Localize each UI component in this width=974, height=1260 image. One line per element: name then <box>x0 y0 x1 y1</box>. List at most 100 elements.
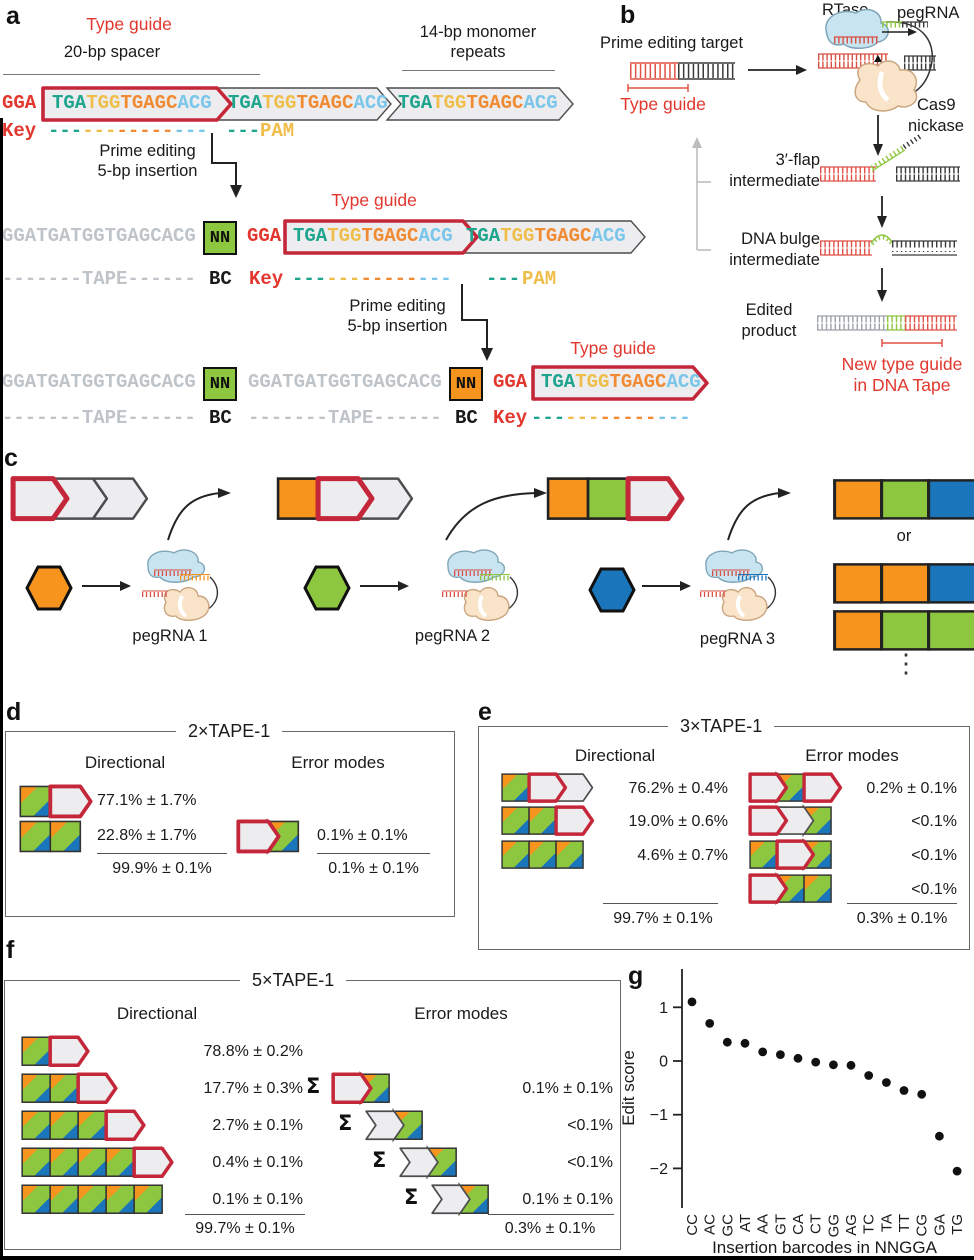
bc-label-row3-2: BC <box>455 407 478 429</box>
panel-d-title: 2×TAPE-1 <box>176 721 283 742</box>
key-label-row2: Key <box>249 268 284 290</box>
tape-dash-row2: -------TAPE------ <box>2 268 196 290</box>
bc-label-row2: BC <box>209 268 232 290</box>
svg-text:GA: GA <box>931 1214 948 1236</box>
svg-text:GC: GC <box>719 1214 736 1237</box>
panel-c-label: c <box>4 444 18 472</box>
f-err-row1-icon <box>331 1070 401 1110</box>
pam-dashes-row2: --- <box>486 268 521 290</box>
svg-text:GT: GT <box>772 1214 789 1235</box>
error-modes-header-f: Error modes <box>414 1004 508 1023</box>
or-label: or <box>896 527 912 545</box>
e-err-sum-rule <box>847 903 957 904</box>
pam-label-row2: PAM <box>522 268 557 290</box>
barcode-box-green-2: NN <box>203 367 237 401</box>
arrow-hex-3 <box>642 581 691 591</box>
key-label-row1: Key <box>2 120 37 142</box>
cas9-label-2: nickase <box>908 117 964 135</box>
sigma-symbol-4: Σ <box>404 1185 419 1209</box>
sigma-symbol-1: Σ <box>306 1074 321 1098</box>
f-err-row2-icon <box>364 1107 434 1147</box>
key-dashes-row3: -------------- <box>531 407 691 429</box>
type-guide-label-row2: Type guide <box>331 190 417 210</box>
f-err-row3-value: <0.1% <box>567 1154 613 1171</box>
e-dir-row1-icon <box>500 771 595 809</box>
tape-state-2-icon <box>275 474 415 528</box>
svg-text:AC: AC <box>702 1214 719 1235</box>
pegrna-2-label: pegRNA 2 <box>414 627 491 645</box>
curved-arrow-3 <box>727 488 791 541</box>
outcome-strip-1 <box>831 476 974 528</box>
monomer-repeats-label-2: repeats <box>450 43 506 61</box>
tape-seq-row2: GGATGATGGTGAGCACG <box>2 225 196 247</box>
key-seq-gga-row2: GGA <box>247 225 282 247</box>
d-dir-total: 99.9% ± 0.1% <box>112 860 212 877</box>
e-err-row4-icon <box>748 871 843 910</box>
tape-seq-row3-1: GGATGATGGTGAGCACG <box>2 371 196 393</box>
dna-tape-row1-chevrons <box>41 86 574 122</box>
prime-editing-label-2: Prime editing 5-bp insertion <box>347 297 448 336</box>
f-dir-row2-value: 17.7% ± 0.3% <box>203 1080 303 1097</box>
arrow-hex-2 <box>360 581 409 591</box>
f-err-row2-value: <0.1% <box>567 1117 613 1134</box>
e-err-row3-icon <box>748 837 843 876</box>
e-err-row1-icon <box>748 770 843 809</box>
f-dir-row2-icon <box>20 1071 118 1110</box>
monomer-seq-3: TGATGGTGAGCACG <box>398 92 558 114</box>
type-guide-label-row1: Type guide <box>86 14 172 34</box>
prime-editor-complex-3 <box>694 546 780 629</box>
error-modes-header-e: Error modes <box>805 746 899 765</box>
key-dashes-row2: -------------- <box>292 268 452 290</box>
svg-text:CT: CT <box>808 1214 825 1234</box>
pegrna-1-label: pegRNA 1 <box>132 627 208 645</box>
edited-product-label-2: product <box>741 322 797 340</box>
f-dir-sum-rule <box>185 1214 305 1215</box>
monomer-underline <box>402 70 555 71</box>
curved-arrow-2 <box>445 488 547 541</box>
d-dir-row2-icon <box>18 818 93 860</box>
sigma-symbol-3: Σ <box>372 1148 387 1172</box>
flap-intermediate-label-1: 3′-flap <box>775 151 820 169</box>
f-dir-row5-value: 0.1% ± 0.1% <box>212 1191 303 1208</box>
svg-text:CA: CA <box>790 1214 807 1235</box>
dna-tape-row3-chevron <box>531 365 709 401</box>
outcome-strip-2 <box>831 560 974 612</box>
svg-text:AT: AT <box>737 1214 754 1232</box>
e-dir-row3-icon <box>500 838 595 876</box>
svg-text:CG: CG <box>914 1214 931 1237</box>
pam-dashes-row1: --- <box>226 120 261 142</box>
e-err-row3-value: <0.1% <box>911 847 957 864</box>
bulge-intermediate-label-2: intermediate <box>729 251 820 269</box>
f-dir-row4-value: 0.4% ± 0.1% <box>212 1154 303 1171</box>
tape-seq-row3-2: GGATGATGGTGAGCACG <box>248 371 442 393</box>
svg-text:CC: CC <box>684 1214 701 1236</box>
panel-e-title: 3×TAPE-1 <box>668 716 775 737</box>
seq-part: TGG <box>86 92 121 114</box>
insertion-arrow-1 <box>211 133 242 198</box>
edit-score-scatter-chart: 1 0 −1 −2 CC AC GC AT AA GT CA CT GG AG TC TA TT CG GA TG In… <box>619 955 974 1260</box>
prime-editor-complex-1 <box>136 546 222 629</box>
new-type-guide-label-2: in DNA Tape <box>853 375 951 395</box>
panel-b-label: b <box>620 1 636 29</box>
f-dir-row1-icon <box>20 1034 90 1073</box>
pam-label-row1: PAM <box>260 120 295 142</box>
svg-text:GG: GG <box>825 1214 842 1237</box>
panel-e-label: e <box>478 698 492 726</box>
e-dir-total: 99.7% ± 0.1% <box>613 910 713 927</box>
svg-text:TG: TG <box>949 1214 966 1235</box>
arrow-hex-1 <box>82 581 131 591</box>
flap-intermediate-label-2: intermediate <box>729 172 820 190</box>
panel-a-label: a <box>6 2 20 30</box>
svg-text:TA: TA <box>878 1214 895 1232</box>
tape-state-3-icon <box>545 474 685 528</box>
panel-f-title: 5×TAPE-1 <box>240 970 347 991</box>
key-seq-gga-row3: GGA <box>493 371 528 393</box>
svg-text:AA: AA <box>755 1214 772 1234</box>
key-seq-gga-row1: GGA <box>2 92 37 114</box>
e-err-row2-value: <0.1% <box>911 813 957 830</box>
seq-part: TGAGC <box>120 92 178 114</box>
f-err-row4-value: 0.1% ± 0.1% <box>522 1191 613 1208</box>
d-dir-row2-value: 22.8% ± 1.7% <box>97 827 197 844</box>
panel-d-label: d <box>6 698 22 726</box>
d-dir-row1-icon <box>18 783 93 825</box>
